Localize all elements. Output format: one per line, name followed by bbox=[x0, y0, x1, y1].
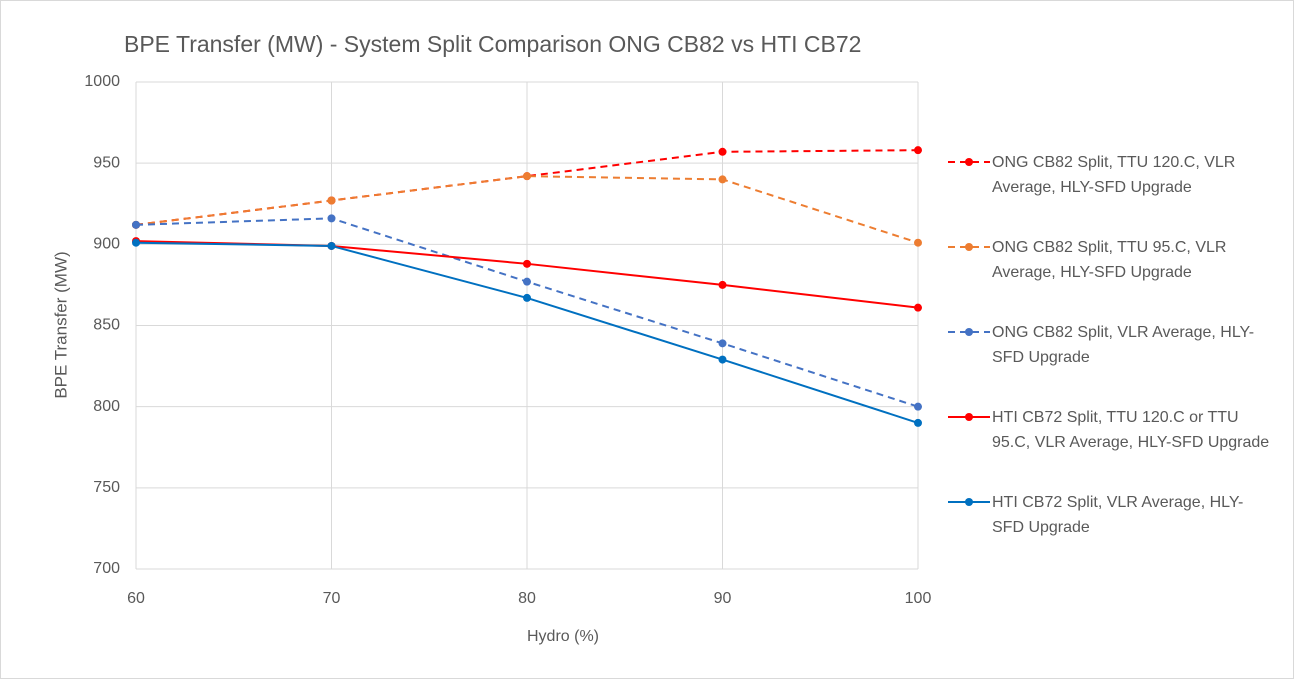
legend-swatch bbox=[948, 498, 990, 506]
data-point bbox=[327, 241, 336, 250]
x-tick-label: 70 bbox=[323, 590, 341, 607]
data-point bbox=[523, 277, 531, 286]
legend-marker bbox=[965, 243, 973, 251]
legend-label: HTI CB72 Split, TTU 120.C or TTU 95.C, V… bbox=[992, 409, 1270, 451]
legend-marker bbox=[965, 413, 973, 421]
legend-swatch bbox=[948, 243, 990, 251]
legend-swatch bbox=[948, 413, 990, 421]
data-point bbox=[914, 238, 922, 247]
x-tick-label: 100 bbox=[905, 590, 932, 607]
x-tick-label: 60 bbox=[127, 590, 145, 607]
data-point bbox=[914, 146, 922, 155]
legend-swatch bbox=[948, 328, 990, 336]
data-point bbox=[327, 214, 336, 223]
y-tick-label: 700 bbox=[93, 560, 120, 577]
legend-label: ONG CB82 Split, TTU 95.C, VLR Average, H… bbox=[992, 239, 1227, 281]
legend-label: HTI CB72 Split, VLR Average, HLY-SFD Upg… bbox=[992, 494, 1244, 536]
data-point bbox=[914, 402, 922, 411]
data-point bbox=[914, 418, 922, 427]
legend-label: ONG CB82 Split, TTU 120.C, VLR Average, … bbox=[992, 154, 1236, 196]
chart-title: BPE Transfer (MW) - System Split Compari… bbox=[124, 31, 861, 57]
data-point bbox=[914, 303, 922, 312]
legend-item: HTI CB72 Split, TTU 120.C or TTU 95.C, V… bbox=[946, 405, 1276, 490]
data-point bbox=[132, 220, 140, 229]
x-axis-label: Hydro (%) bbox=[527, 628, 599, 645]
data-point bbox=[718, 175, 727, 184]
data-point bbox=[327, 196, 336, 205]
data-point bbox=[523, 293, 531, 302]
y-tick-label: 800 bbox=[93, 398, 120, 415]
legend-item: HTI CB72 Split, VLR Average, HLY-SFD Upg… bbox=[946, 490, 1276, 575]
data-point bbox=[523, 172, 531, 181]
data-point bbox=[718, 355, 727, 364]
data-point bbox=[523, 259, 531, 268]
legend-swatch bbox=[948, 158, 990, 166]
legend-marker bbox=[965, 328, 973, 336]
y-tick-label: 950 bbox=[93, 154, 120, 171]
x-tick-label: 90 bbox=[714, 590, 732, 607]
y-tick-label: 750 bbox=[93, 479, 120, 496]
y-tick-label: 1000 bbox=[84, 73, 120, 90]
data-point bbox=[132, 238, 140, 247]
legend-marker bbox=[965, 158, 973, 166]
x-tick-label: 80 bbox=[518, 590, 536, 607]
legend: ONG CB82 Split, TTU 120.C, VLR Average, … bbox=[946, 150, 1276, 575]
legend-item: ONG CB82 Split, TTU 120.C, VLR Average, … bbox=[946, 150, 1276, 235]
legend-label: ONG CB82 Split, VLR Average, HLY-SFD Upg… bbox=[992, 324, 1255, 366]
legend-marker bbox=[965, 498, 973, 506]
y-axis-label: BPE Transfer (MW) bbox=[51, 251, 70, 398]
y-tick-label: 850 bbox=[93, 317, 120, 334]
data-point bbox=[718, 339, 727, 348]
legend-item: ONG CB82 Split, VLR Average, HLY-SFD Upg… bbox=[946, 320, 1276, 405]
legend-item: ONG CB82 Split, TTU 95.C, VLR Average, H… bbox=[946, 235, 1276, 320]
data-point bbox=[718, 280, 727, 289]
y-tick-label: 900 bbox=[93, 236, 120, 253]
data-point bbox=[718, 147, 727, 156]
